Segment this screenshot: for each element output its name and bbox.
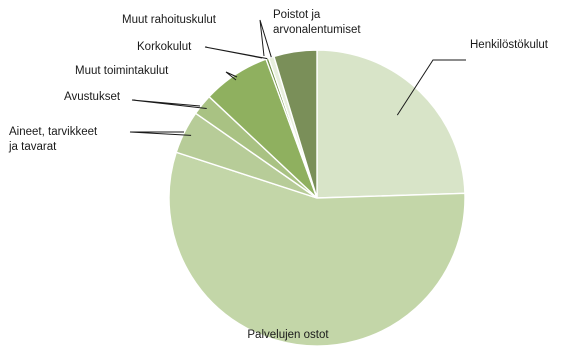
slice-label-henkilosto: Henkilöstökulut [470, 39, 549, 51]
leader-line-henkilosto [396, 59, 466, 116]
slice-label-palvelujen: Palvelujen ostot [247, 329, 329, 341]
pie-slice-henkilosto [316, 49, 466, 199]
pie-slices [168, 49, 466, 346]
slice-label-muut_rahoitus: Muut rahoituskulut [122, 14, 217, 26]
slice-label-muut_toiminta: Muut toimintakulut [75, 65, 169, 77]
leader-line-avustukset [131, 99, 207, 109]
leader-lines [129, 19, 466, 136]
slice-labels: Henkilöstökulut Palvelujen ostot Aineet, t… [8, 9, 549, 341]
slice-label-poistot: Poistot ja arvonalentumiset [273, 9, 361, 36]
pie-slice-palvelujen [168, 151, 466, 346]
leader-line-korkokulut [204, 46, 268, 60]
slice-label-avustukset: Avustukset [64, 91, 121, 103]
leader-line-muut_rahoitus [259, 19, 272, 58]
pie-slice-poistot [273, 49, 318, 199]
leader-line-aineet [129, 131, 192, 136]
slice-label-korkokulut: Korkokulut [137, 41, 192, 53]
leader-line-muut_toiminta [225, 71, 238, 81]
slice-label-aineet: Aineet, tarvikkeet ja tavarat [8, 126, 98, 153]
